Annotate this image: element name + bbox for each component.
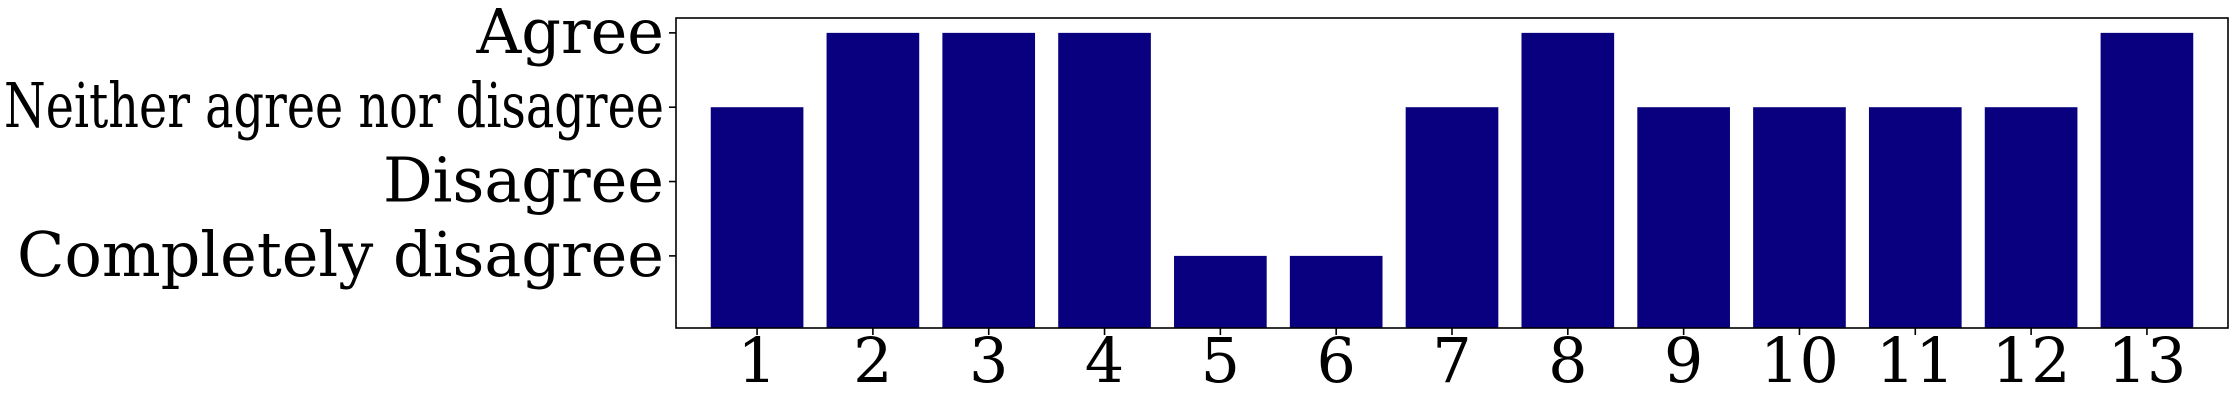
bar-4 bbox=[1058, 32, 1151, 329]
bar-5 bbox=[1174, 255, 1267, 328]
y-tick-label-1: Completely disagree bbox=[17, 218, 664, 291]
x-tick-label-1: 1 bbox=[737, 324, 776, 397]
y-tick-label-3: Neither agree nor disagree bbox=[4, 69, 664, 142]
bar-3 bbox=[942, 32, 1036, 329]
x-tick-label-12: 12 bbox=[1992, 324, 2071, 397]
y-tick-label-2: Disagree bbox=[383, 144, 664, 217]
x-tick-label-2: 2 bbox=[853, 324, 892, 397]
bars-layer bbox=[710, 32, 2194, 329]
x-axis: 1 2 3 4 5 6 7 8 9 10 11 12 13 bbox=[737, 324, 2186, 397]
bar-10 bbox=[1753, 107, 1846, 328]
bar-6 bbox=[1289, 255, 1383, 328]
x-tick-label-8: 8 bbox=[1548, 324, 1587, 397]
x-tick-label-4: 4 bbox=[1085, 324, 1124, 397]
x-tick-label-9: 9 bbox=[1664, 324, 1703, 397]
bar-1 bbox=[710, 107, 804, 328]
x-tick-label-13: 13 bbox=[2107, 324, 2186, 397]
y-tick-label-4: Agree bbox=[476, 0, 664, 68]
bar-9 bbox=[1637, 107, 1730, 328]
bar-13 bbox=[2100, 32, 2194, 329]
x-tick-label-11: 11 bbox=[1876, 324, 1955, 397]
bar-2 bbox=[826, 32, 920, 329]
x-tick-label-10: 10 bbox=[1760, 324, 1839, 397]
x-tick-label-7: 7 bbox=[1432, 324, 1471, 397]
x-tick-label-3: 3 bbox=[969, 324, 1008, 397]
plot-frame bbox=[675, 17, 2229, 329]
bar-12 bbox=[1984, 107, 2078, 328]
bar-8 bbox=[1521, 32, 1615, 329]
x-tick-label-6: 6 bbox=[1316, 324, 1355, 397]
bar-11 bbox=[1868, 107, 1962, 328]
x-tick-label-5: 5 bbox=[1201, 324, 1240, 397]
bar-7 bbox=[1405, 107, 1499, 328]
